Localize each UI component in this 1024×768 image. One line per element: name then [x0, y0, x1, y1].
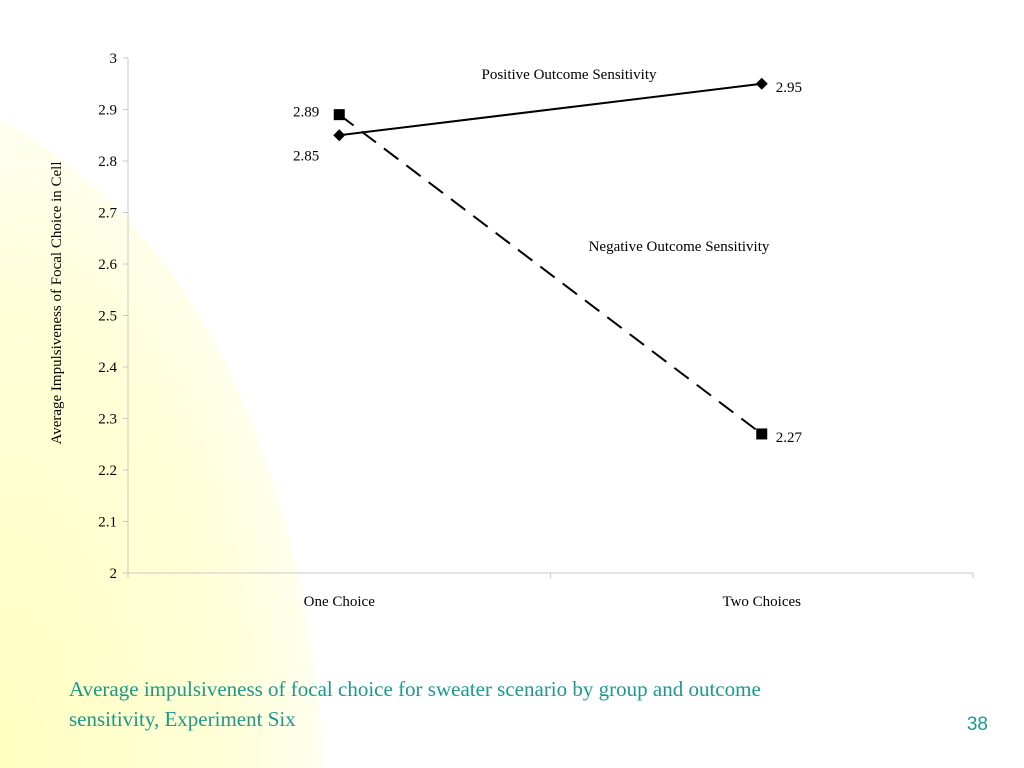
- y-tick-label: 2: [110, 566, 118, 582]
- y-tick-label: 2.1: [98, 515, 117, 531]
- diamond-marker: [755, 77, 768, 90]
- series-line-2: [338, 113, 763, 435]
- y-tick-label: 2.6: [98, 257, 117, 273]
- x-category-labels: One Choice Two Choices: [304, 594, 802, 610]
- data-label: 2.95: [776, 80, 802, 96]
- data-label: 2.89: [293, 105, 319, 121]
- square-marker: [333, 109, 345, 121]
- background-accent-shape: [0, 120, 325, 768]
- y-axis-title: Average Impulsiveness of Focal Choice in…: [49, 162, 65, 445]
- x-category-label: Two Choices: [722, 594, 801, 610]
- y-tick-label: 2.8: [98, 154, 117, 170]
- y-tick-label: 2.2: [98, 463, 117, 479]
- data-label: 2.27: [776, 430, 803, 446]
- y-tick-label: 2.4: [98, 360, 117, 376]
- y-tick-label: 3: [110, 51, 118, 67]
- series-line-1: [339, 82, 762, 137]
- page-number: 38: [966, 714, 988, 735]
- series-name-label: Positive Outcome Sensitivity: [482, 67, 657, 83]
- square-marker: [756, 428, 768, 440]
- series-name-label: Negative Outcome Sensitivity: [589, 239, 770, 255]
- y-tick-label: 2.7: [98, 206, 117, 222]
- slide-caption: Average impulsiveness of focal choice fo…: [69, 677, 761, 731]
- y-tick-label: 2.3: [98, 412, 117, 428]
- x-category-label: One Choice: [304, 594, 376, 610]
- series-markers: [333, 77, 768, 440]
- y-tick-labels: 2 2.1 2.2 2.3 2.4 2.5 2.6 2.7 2.8 2.9 3: [98, 51, 117, 582]
- series-lines: [338, 82, 763, 435]
- data-label: 2.85: [293, 148, 319, 164]
- chart-axes: [123, 57, 974, 578]
- data-labels: 2.85 2.95 Positive Outcome Sensitivity 2.89…: [293, 67, 803, 446]
- y-tick-label: 2.5: [98, 309, 117, 325]
- y-tick-label: 2.9: [98, 103, 117, 119]
- diamond-marker: [333, 129, 346, 142]
